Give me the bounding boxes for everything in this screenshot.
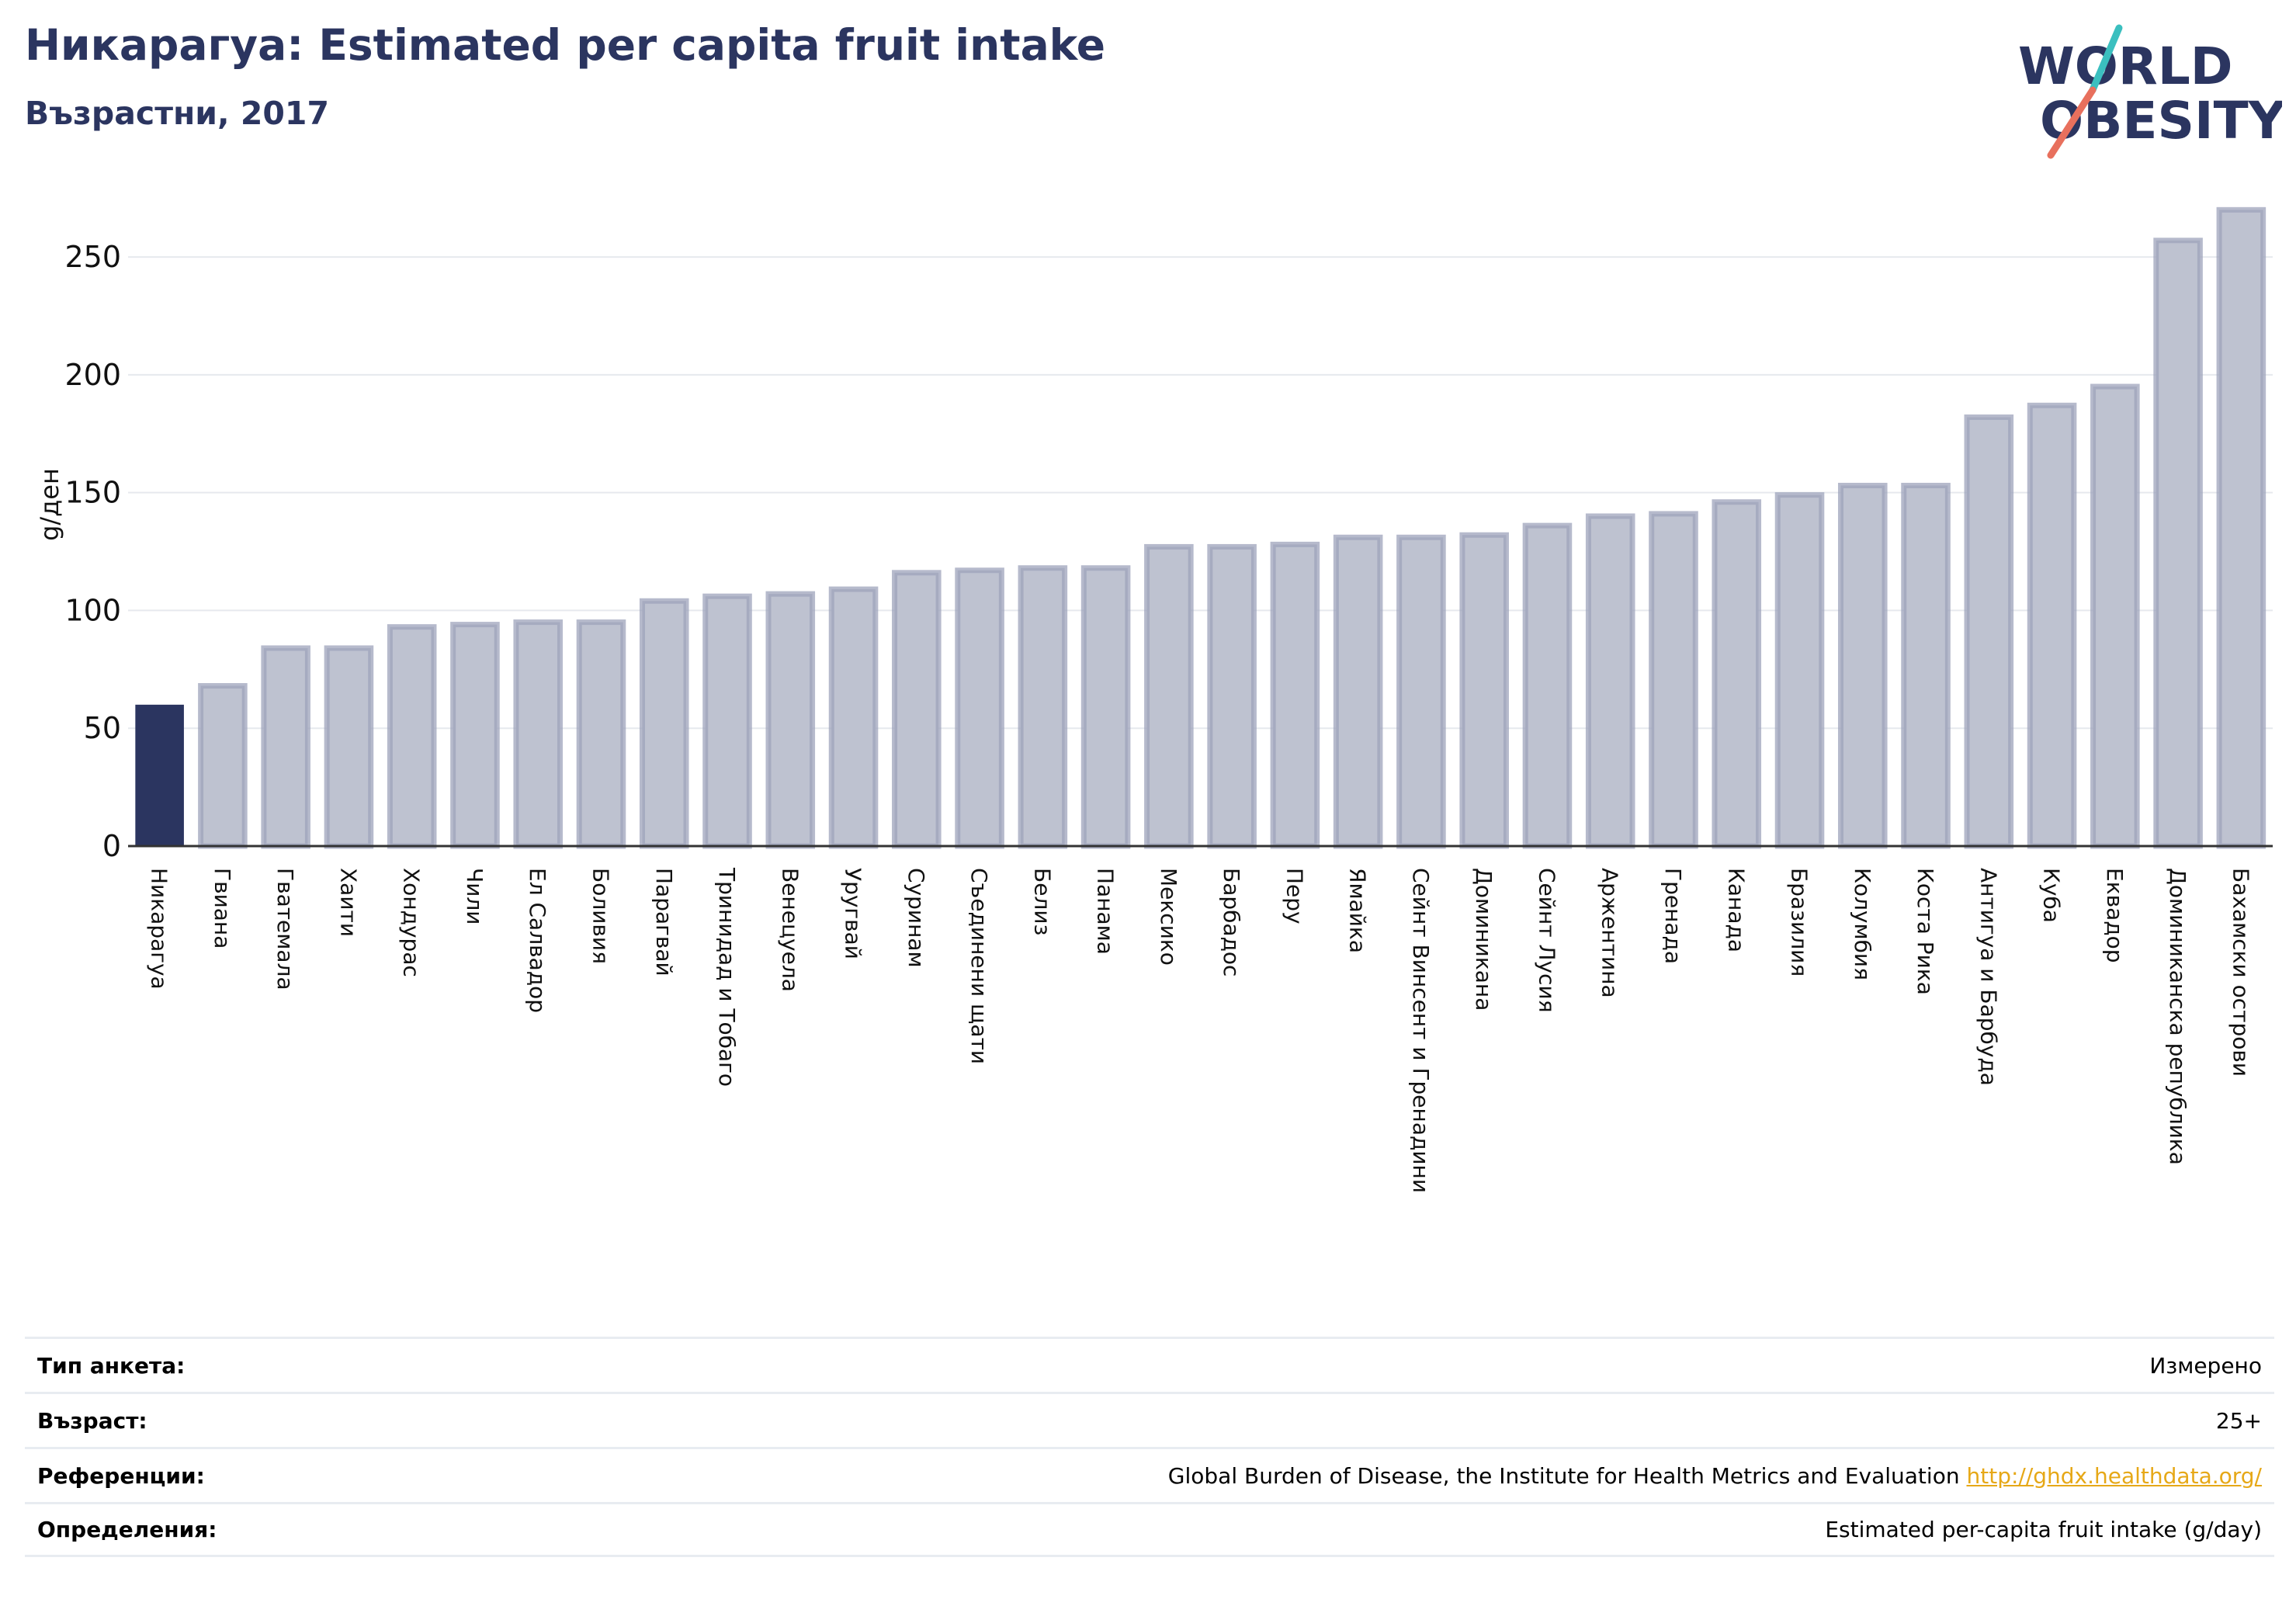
- x-tick-label: Никарагуа: [147, 868, 172, 990]
- x-tick-label: Бахамски острови: [2228, 868, 2253, 1077]
- world-obesity-logo: WORLD OBESITY: [2018, 24, 2282, 159]
- x-tick-label: Хаити: [335, 868, 361, 937]
- bar: [1774, 492, 1825, 849]
- x-tick-label: Съединени щати: [966, 868, 992, 1064]
- x-tick-label: Гренада: [1660, 868, 1686, 964]
- x-tick-label: Чили: [462, 868, 487, 925]
- info-row-survey-type: Тип анкета: Измерено: [25, 1337, 2274, 1392]
- chart-title: Никарагуа: Estimated per capita fruit in…: [25, 20, 1106, 70]
- x-tick-label: Колумбия: [1850, 868, 1875, 980]
- info-label: Тип анкета:: [37, 1352, 186, 1379]
- bar: [198, 683, 248, 849]
- x-tick-label: Доминиканска република: [2165, 868, 2190, 1165]
- bar: [1585, 513, 1635, 849]
- info-value: Estimated per-capita fruit intake (g/day…: [1825, 1517, 2262, 1542]
- bar: [1901, 483, 1951, 849]
- x-tick-label: Канада: [1723, 868, 1749, 952]
- logo-word-world: WORLD: [2018, 36, 2233, 96]
- bar: [639, 598, 689, 849]
- x-tick-label: Хондурас: [399, 868, 425, 977]
- x-tick-label: Барбадос: [1219, 868, 1244, 976]
- bar: [765, 591, 816, 849]
- x-tick-label: Венецуела: [777, 868, 803, 992]
- bar: [1396, 534, 1446, 849]
- bar: [1837, 483, 1888, 849]
- y-tick-label: 150: [64, 476, 121, 510]
- x-tick-label: Сейнт Винсент и Гренадини: [1408, 868, 1434, 1193]
- bar: [135, 704, 184, 846]
- bar-chart: 0 50 100 150 200 250 g/ден Никарагуа Гвиана Гвате…: [35, 206, 2273, 1193]
- x-tick-label: Тринидад и Тобаго: [714, 867, 740, 1087]
- x-tick-label: Аржентина: [1597, 868, 1623, 998]
- bar: [576, 619, 626, 849]
- chart-subtitle: Възрастни, 2017: [25, 95, 329, 132]
- bar: [2090, 383, 2140, 849]
- x-tick-label: Доминикана: [1471, 868, 1497, 1011]
- y-tick-label: 50: [84, 711, 121, 745]
- x-tick-label: Сейнт Лусия: [1534, 868, 1559, 1013]
- x-tick-label: Ямайка: [1345, 868, 1371, 953]
- x-tick-label: Мексико: [1156, 868, 1181, 966]
- x-tick-label: Гвиана: [210, 868, 235, 949]
- x-tick-label: Ел Салвадор: [525, 868, 550, 1013]
- info-row-definitions: Определения: Estimated per-capita fruit …: [25, 1502, 2274, 1557]
- x-tick-label: Боливия: [588, 868, 613, 964]
- reference-link[interactable]: http://ghdx.healthdata.org/: [1966, 1462, 2262, 1489]
- y-tick-label: 0: [102, 829, 121, 863]
- bar: [324, 645, 374, 849]
- y-tick-label: 250: [64, 240, 121, 274]
- bar: [2153, 238, 2203, 849]
- x-tick-label: Уругвай: [841, 868, 866, 959]
- bar: [1712, 499, 1762, 849]
- bar: [702, 593, 752, 849]
- bar: [2027, 402, 2077, 849]
- bar: [1333, 534, 1383, 849]
- bar: [1964, 414, 2014, 849]
- bar: [1459, 532, 1509, 849]
- bar: [450, 622, 500, 849]
- bar: [2216, 206, 2267, 849]
- logo-slash-teal: [2089, 24, 2123, 94]
- bar: [1649, 511, 1698, 849]
- y-axis-label: g/ден: [35, 468, 64, 541]
- info-value: 25+: [2215, 1407, 2262, 1434]
- x-tick-label: Суринам: [903, 868, 929, 968]
- bar: [1144, 543, 1194, 849]
- bar: [1080, 565, 1131, 849]
- x-tick-label: Белиз: [1029, 868, 1055, 935]
- info-row-age: Възраст: 25+: [25, 1392, 2274, 1447]
- bar: [513, 619, 564, 849]
- info-row-references: Референции: Global Burden of Disease, th…: [25, 1447, 2274, 1502]
- logo-slash-coral: [2047, 86, 2097, 159]
- bar: [955, 567, 1004, 849]
- info-label: Референции:: [37, 1462, 205, 1489]
- info-label: Възраст:: [37, 1407, 147, 1434]
- info-value: Измерено: [2149, 1352, 2262, 1379]
- bar: [1270, 541, 1320, 849]
- x-tick-label: Панама: [1093, 868, 1119, 955]
- bar: [261, 645, 310, 849]
- x-tick-label: Парагвай: [651, 868, 677, 976]
- x-tick-label: Перу: [1282, 868, 1307, 924]
- x-tick-label: Еквадор: [2102, 868, 2128, 963]
- reference-text: Global Burden of Disease, the Institute …: [1167, 1462, 1960, 1489]
- bar: [1018, 565, 1068, 849]
- x-tick-label: Антигуа и Барбуда: [1975, 868, 2001, 1086]
- info-label: Определения:: [37, 1517, 217, 1542]
- info-value-group: Global Burden of Disease, the Institute …: [1168, 1463, 2262, 1489]
- bar: [387, 624, 437, 849]
- x-tick-label: Бразилия: [1787, 868, 1812, 976]
- x-tick-label: Коста Рика: [1913, 868, 1938, 995]
- y-tick-label: 200: [64, 358, 121, 392]
- info-table: Тип анкета: Измерено Възраст: 25+ Рефере…: [25, 1337, 2274, 1557]
- bar: [892, 570, 942, 849]
- y-tick-label: 100: [64, 593, 121, 627]
- logo-word-obesity: OBESITY: [2040, 91, 2282, 151]
- bar: [1207, 543, 1257, 849]
- bar: [828, 586, 879, 849]
- x-tick-label: Куба: [2039, 868, 2065, 923]
- bar: [1522, 522, 1573, 849]
- x-tick-label: Гватемала: [272, 868, 298, 990]
